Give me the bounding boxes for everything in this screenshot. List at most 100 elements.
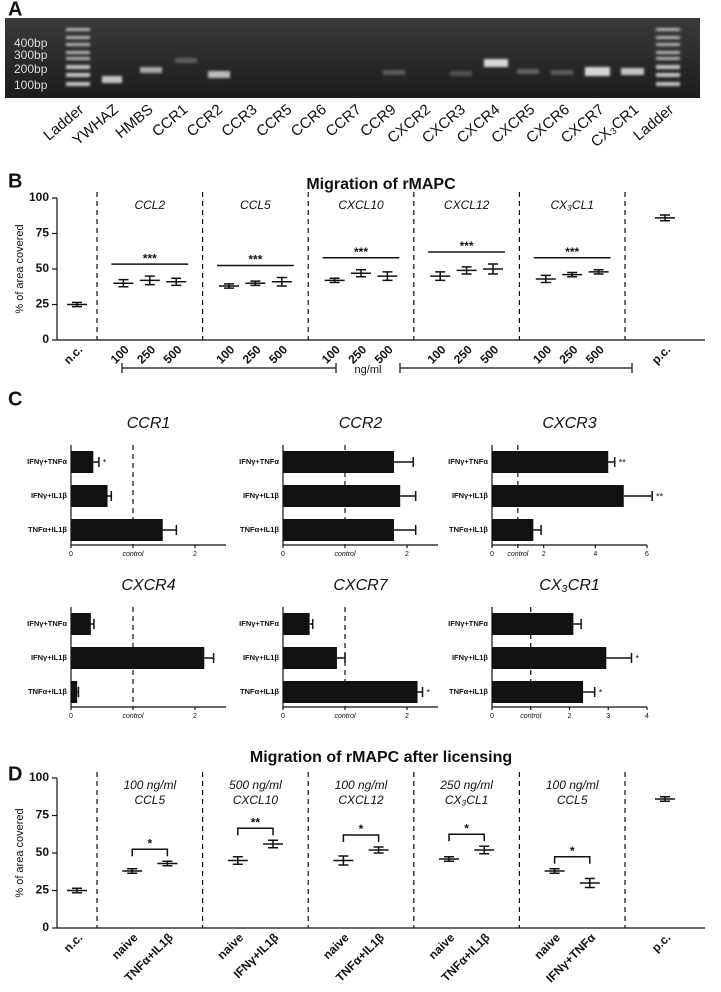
lane-label: CCR5	[253, 101, 295, 140]
error-bar	[276, 276, 287, 287]
x-tick-label: 0	[490, 713, 494, 720]
error-bar	[93, 457, 100, 467]
error-bar	[118, 278, 129, 288]
significance-label: *	[636, 653, 640, 663]
group-label: CXCL12	[444, 198, 490, 212]
category-label: IFNγ+IL1β	[31, 653, 67, 662]
error-bar	[162, 525, 178, 535]
x-tick-label: 0	[69, 713, 73, 720]
error-bar	[417, 687, 424, 697]
category-label: IFNγ+TNFα	[27, 457, 67, 466]
ladder-label: 300bp	[14, 48, 48, 62]
category-label: IFNγ+IL1β	[31, 491, 67, 500]
x-tick-label: 500	[266, 342, 290, 366]
panel-label: B	[8, 170, 22, 192]
x-tick-label: 100	[213, 342, 237, 366]
chart-title: CXCR4	[121, 577, 175, 594]
error-bar	[584, 877, 595, 889]
gel-image	[5, 18, 700, 98]
error-bar	[373, 846, 384, 854]
group-label: 100 ng/ml	[123, 778, 176, 792]
category-label: IFNγ+TNFα	[239, 457, 279, 466]
group-label: CCL5	[134, 793, 165, 807]
y-tick-label: 50	[36, 261, 50, 275]
ladder-label: 400bp	[14, 36, 48, 50]
x-tick-label: 500	[372, 342, 396, 366]
bar	[492, 519, 534, 541]
error-bar	[400, 491, 417, 501]
category-label: IFNγ+IL1β	[452, 491, 488, 500]
bar	[283, 647, 337, 669]
x-tick-label: 6	[645, 551, 649, 558]
y-axis-label: % of area covered	[14, 224, 26, 313]
category-label: IFNγ+TNFα	[239, 619, 279, 628]
bar	[71, 681, 78, 703]
x-tick-label: 2	[193, 713, 197, 720]
x-tick-label: 0	[69, 551, 73, 558]
significance-line	[342, 834, 380, 842]
error-bar	[250, 280, 261, 287]
x-tick-label: 500	[583, 342, 607, 366]
error-bar	[162, 860, 173, 867]
x-tick-label: 250	[451, 342, 475, 366]
lane-label: CCR1	[149, 101, 191, 140]
error-bar	[573, 619, 582, 629]
group-label: CCL5	[240, 198, 271, 212]
chart-title: Migration of rMAPC	[306, 176, 456, 193]
group-label: CX₃CL1	[550, 198, 593, 212]
error-bar	[309, 619, 314, 629]
bar	[283, 681, 418, 703]
error-bar	[171, 277, 182, 287]
x-tick-label: 0	[281, 713, 285, 720]
x-tick-label: 4	[645, 713, 649, 720]
significance-line	[553, 856, 591, 864]
bar	[71, 519, 163, 541]
significance-label: ***	[143, 251, 157, 265]
error-bar	[232, 856, 243, 865]
x-axis-label: ng/ml	[355, 364, 382, 376]
significance-label: ***	[354, 245, 368, 259]
error-bar	[393, 525, 417, 535]
y-tick-label: 75	[36, 808, 50, 822]
significance-line	[131, 848, 169, 857]
ladder-label: 200bp	[14, 62, 48, 76]
group-label: CXCL10	[338, 198, 384, 212]
bar	[492, 485, 624, 507]
panel-label: C	[8, 388, 22, 410]
error-bar	[444, 856, 454, 862]
x-tick-label: 2	[193, 551, 197, 558]
chart-title: CXCR7	[333, 577, 388, 594]
x-tick-label: 2	[542, 551, 546, 558]
error-bar	[593, 268, 604, 275]
error-bar	[77, 687, 80, 697]
panel-label: D	[8, 763, 22, 785]
error-bar	[660, 214, 670, 222]
y-tick-label: 0	[42, 920, 49, 934]
error-bar	[393, 457, 414, 467]
category-label: TNFα+IL1β	[28, 687, 67, 696]
group-label: 100 ng/ml	[335, 778, 388, 792]
group-label: CCL5	[557, 793, 588, 807]
category-label: TNFα+IL1β	[28, 525, 67, 534]
error-bar	[336, 653, 346, 663]
reference-label: control	[334, 551, 355, 558]
reference-label: control	[122, 551, 143, 558]
significance-label: *	[359, 822, 364, 836]
error-bar	[540, 274, 551, 284]
error-bar	[606, 653, 633, 663]
error-bar	[479, 845, 490, 855]
significance-label: ***	[565, 245, 579, 259]
bar	[283, 519, 394, 541]
lane-label: CCR3	[218, 101, 260, 140]
x-tick-label: 100	[530, 342, 554, 366]
y-tick-label: 25	[36, 883, 50, 897]
category-label: TNFα+IL1β	[449, 687, 488, 696]
x-tick-label: 500	[477, 342, 501, 366]
ng-ml-bracket	[121, 363, 633, 373]
x-tick-label: 100	[425, 342, 449, 366]
error-bar	[549, 868, 560, 874]
significance-label: *	[570, 844, 575, 858]
error-bar	[435, 271, 446, 282]
category-label: TNFα+IL1β	[240, 687, 279, 696]
x-tick-label: 3	[606, 713, 610, 720]
